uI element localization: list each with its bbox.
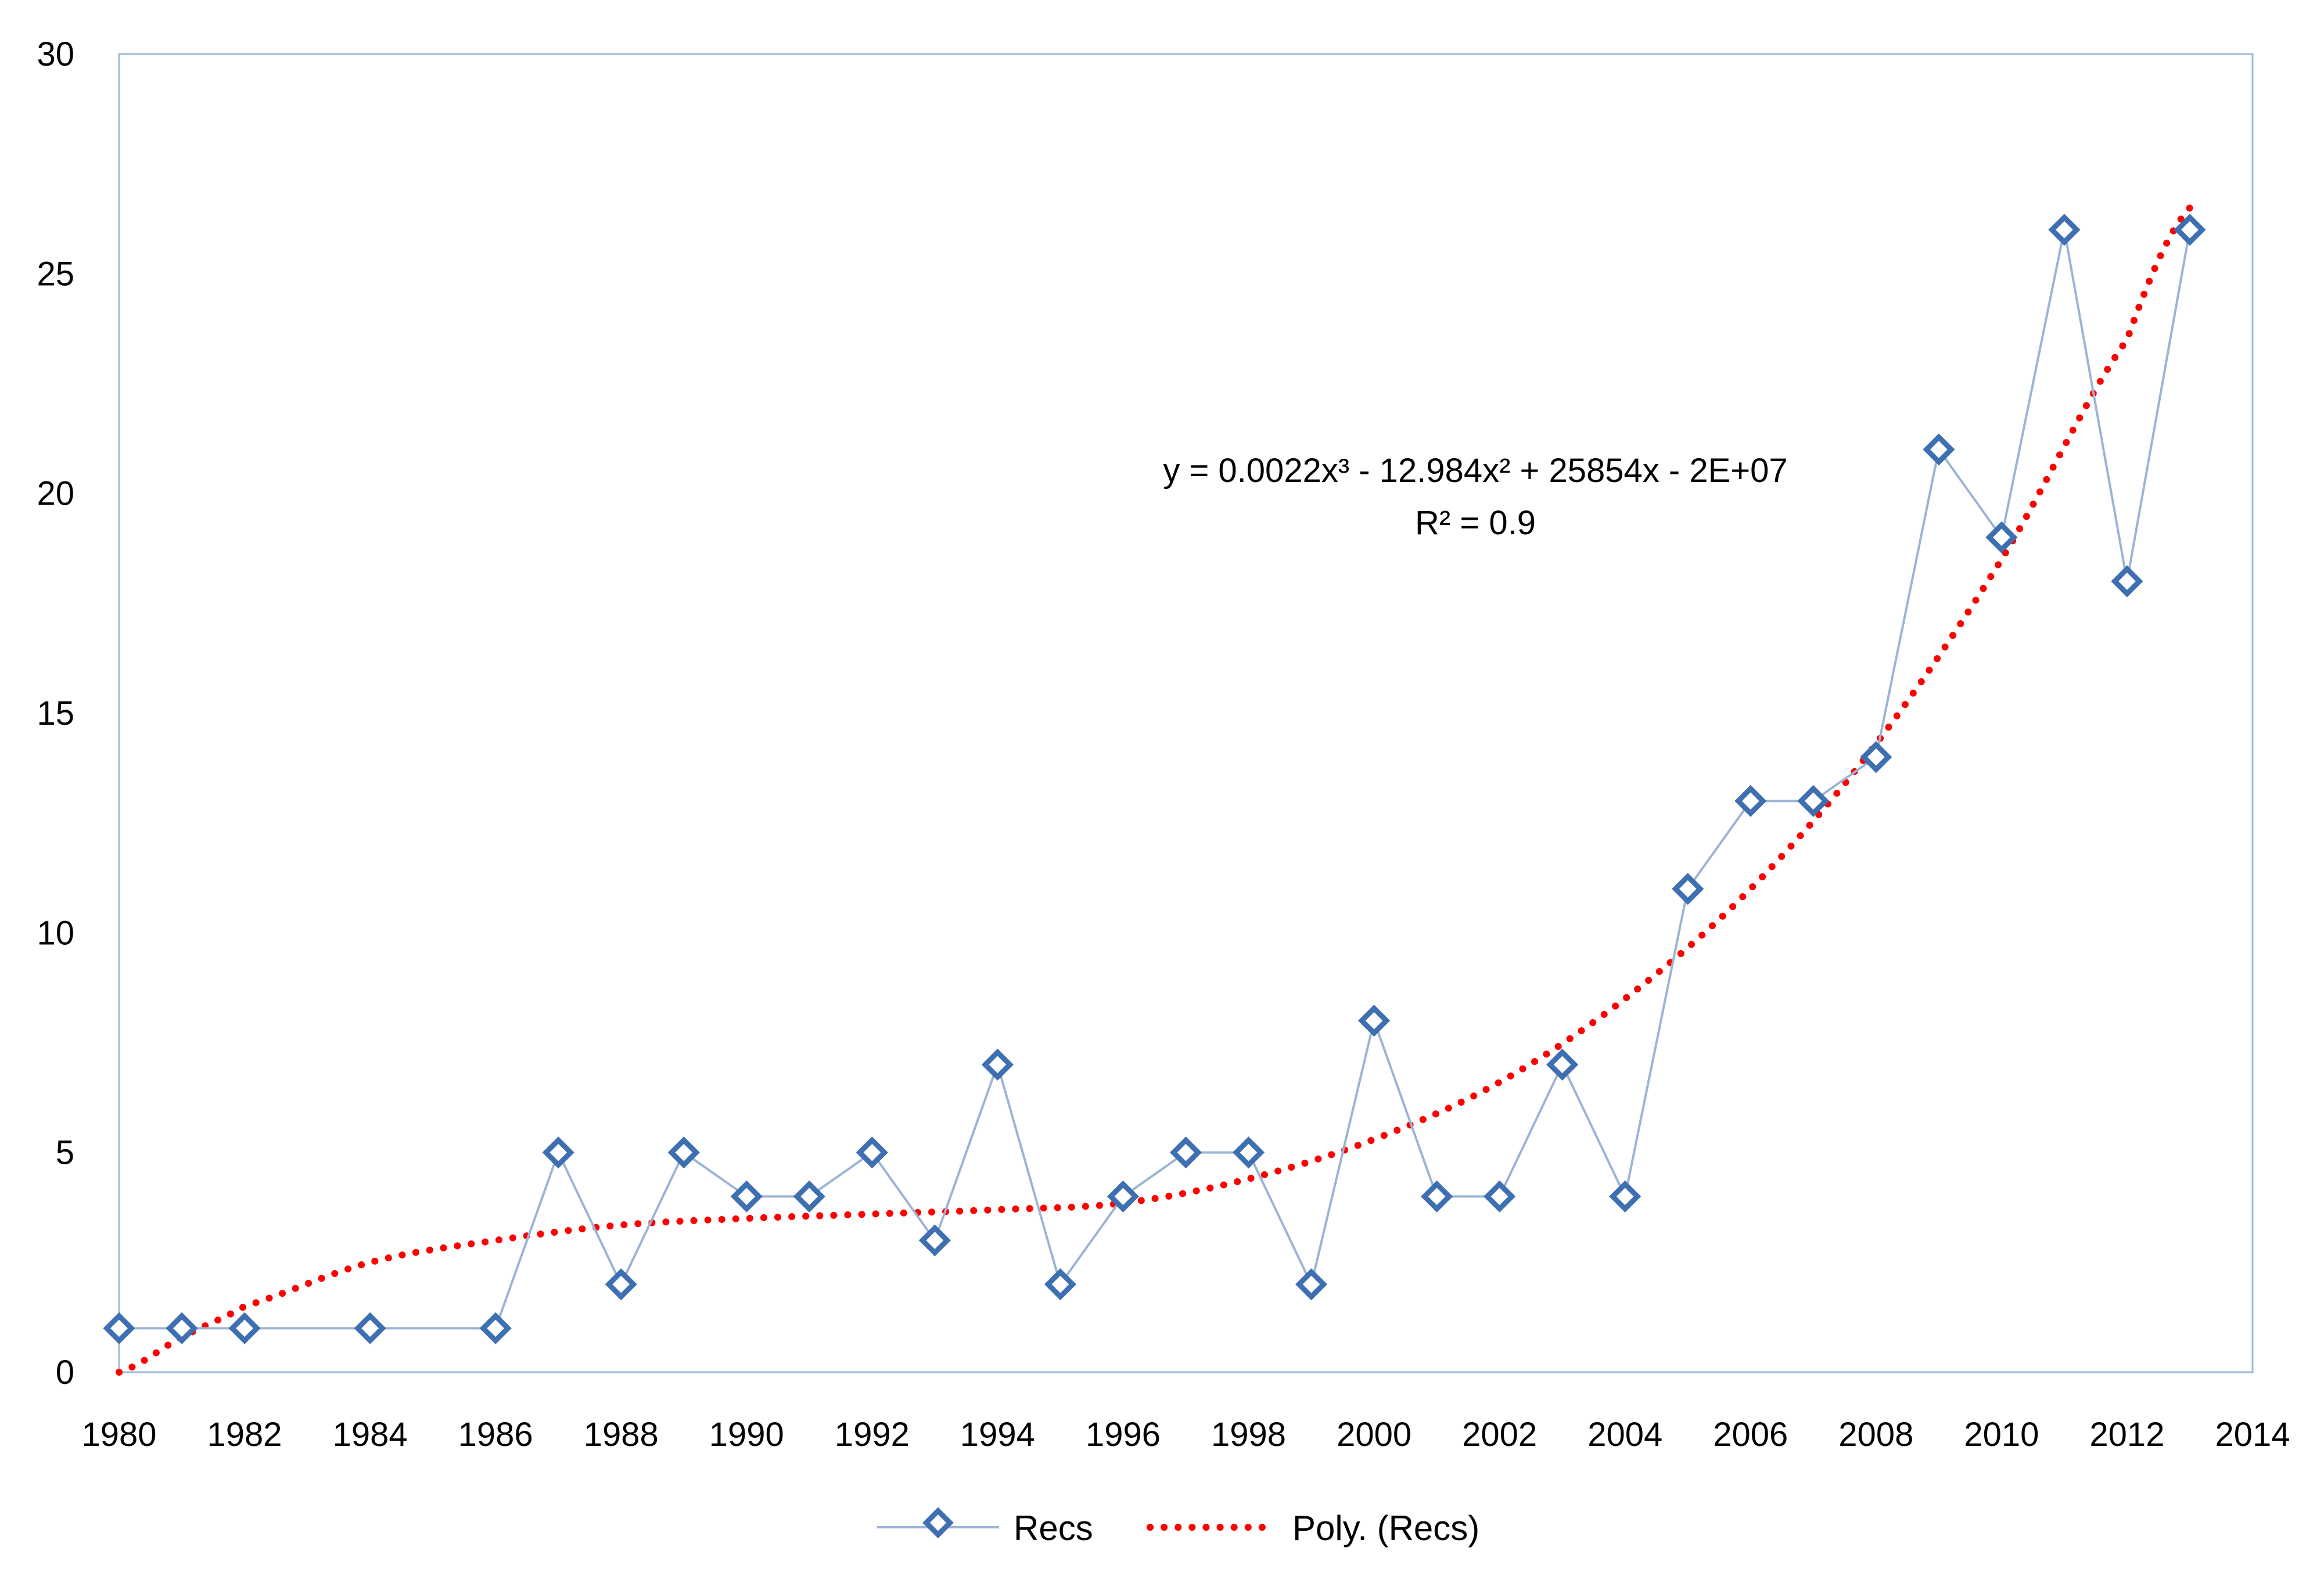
series-recs-line <box>119 229 2191 1330</box>
x-tick-label: 1984 <box>333 1416 408 1454</box>
data-point <box>1421 1180 1453 1213</box>
data-point <box>479 1312 512 1344</box>
x-tick-label: 2002 <box>1462 1416 1537 1454</box>
data-point <box>2174 214 2206 246</box>
data-point <box>166 1312 198 1344</box>
data-point <box>542 1136 574 1169</box>
data-point <box>1295 1268 1328 1301</box>
data-point <box>1358 1005 1391 1037</box>
x-tick-label: 1988 <box>584 1416 659 1454</box>
series-recs-markers <box>103 214 2206 1344</box>
x-tick-label: 1980 <box>81 1416 156 1454</box>
data-point <box>2111 565 2143 598</box>
x-tick-label: 2000 <box>1337 1416 1411 1454</box>
data-point <box>1484 1180 1516 1213</box>
data-point <box>981 1048 1014 1081</box>
x-axis-ticks: 1980 1982 1984 1986 1988 1990 1992 1994 1996 1998… <box>81 1416 2290 1454</box>
x-tick-label: 1990 <box>709 1416 784 1454</box>
data-point <box>1985 521 2018 553</box>
legend: Recs Poly. (Recs) <box>877 1507 1479 1548</box>
data-point <box>1797 785 1830 817</box>
data-point <box>2048 214 2081 246</box>
y-tick-label: 30 <box>37 35 74 73</box>
x-tick-label: 2004 <box>1587 1416 1662 1454</box>
y-tick-label: 10 <box>37 914 74 952</box>
y-tick-label: 20 <box>37 475 74 513</box>
data-point <box>730 1180 763 1213</box>
x-tick-label: 2010 <box>1964 1416 2039 1454</box>
data-point <box>667 1136 700 1169</box>
equation-line-2: R² = 0.9 <box>1415 504 1536 542</box>
data-point <box>228 1312 261 1344</box>
data-point <box>1672 873 1704 905</box>
x-tick-label: 1992 <box>835 1416 910 1454</box>
y-tick-label: 15 <box>37 695 74 732</box>
series-recs <box>119 229 2191 1330</box>
y-tick-label: 25 <box>37 255 74 293</box>
data-point <box>1232 1136 1265 1169</box>
data-point <box>1923 433 1955 466</box>
legend-recs-label: Recs <box>1014 1509 1093 1548</box>
x-tick-label: 1982 <box>207 1416 282 1454</box>
x-tick-label: 2014 <box>2215 1416 2290 1454</box>
data-point <box>1169 1136 1202 1169</box>
x-tick-label: 2006 <box>1713 1416 1788 1454</box>
data-point <box>793 1180 825 1213</box>
data-point <box>1860 741 1892 773</box>
data-point <box>1609 1180 1641 1213</box>
x-tick-label: 1996 <box>1086 1416 1161 1454</box>
x-tick-label: 1998 <box>1211 1416 1286 1454</box>
data-point <box>1107 1180 1140 1213</box>
legend-trend-label: Poly. (Recs) <box>1292 1509 1479 1548</box>
data-point <box>103 1312 135 1344</box>
trendline-curve <box>116 204 2193 1376</box>
data-point <box>1546 1048 1579 1081</box>
data-point <box>354 1312 386 1344</box>
y-tick-label: 0 <box>56 1354 74 1391</box>
y-axis-ticks: 0 5 10 15 20 25 30 <box>37 35 74 1391</box>
y-tick-label: 5 <box>56 1134 74 1172</box>
data-point <box>1734 785 1767 817</box>
x-tick-label: 2008 <box>1838 1416 1913 1454</box>
x-tick-label: 2012 <box>2089 1416 2164 1454</box>
x-tick-label: 1994 <box>960 1416 1035 1454</box>
equation-line-1: y = 0.0022x³ - 12.984x² + 25854x - 2E+07 <box>1163 452 1787 490</box>
data-point <box>856 1136 888 1169</box>
plot-area <box>118 53 2254 1373</box>
x-tick-label: 1986 <box>458 1416 533 1454</box>
data-point <box>605 1268 637 1301</box>
trendline <box>116 204 2193 1376</box>
legend-recs-marker <box>922 1507 954 1539</box>
data-point <box>1044 1268 1077 1301</box>
data-point <box>918 1224 951 1257</box>
